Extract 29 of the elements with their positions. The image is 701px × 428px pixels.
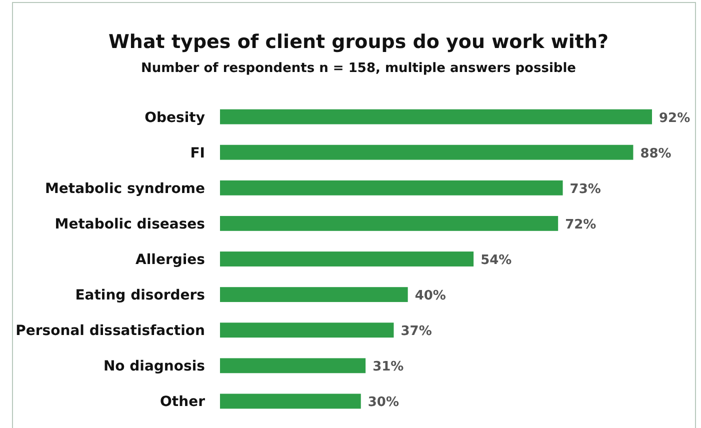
bar <box>220 252 474 266</box>
data-label: 88% <box>640 146 672 162</box>
bar <box>220 358 366 374</box>
y-tick-label: Obesity <box>144 110 205 126</box>
y-tick-label: Metabolic syndrome <box>44 180 205 197</box>
data-label: 40% <box>414 288 446 304</box>
y-tick-label: Metabolic diseases <box>54 216 205 232</box>
data-label: 72% <box>565 217 596 232</box>
y-tick-label: Allergies <box>136 252 205 268</box>
bar <box>220 394 361 409</box>
data-label: 73% <box>570 182 601 197</box>
bar <box>220 216 558 231</box>
y-tick-label: Eating disorders <box>75 288 205 304</box>
bar <box>220 322 394 338</box>
chart-subtitle: Number of respondents n = 158, multiple answers possible <box>140 61 576 76</box>
bar <box>220 109 652 124</box>
data-label: 37% <box>400 324 432 340</box>
y-tick-label: Personal dissatisfaction <box>16 323 205 340</box>
y-tick-label: Other <box>160 394 206 410</box>
bar <box>220 180 563 196</box>
y-tick-label: FI <box>190 145 205 162</box>
chart-title: What types of client groups do you work with? <box>108 31 609 53</box>
y-tick-label: No diagnosis <box>103 358 205 375</box>
data-label: 92% <box>659 110 690 126</box>
data-label: 31% <box>372 360 404 375</box>
bar <box>220 287 408 302</box>
data-label: 30% <box>368 395 399 410</box>
bar <box>220 144 634 160</box>
data-label: 54% <box>480 253 512 268</box>
